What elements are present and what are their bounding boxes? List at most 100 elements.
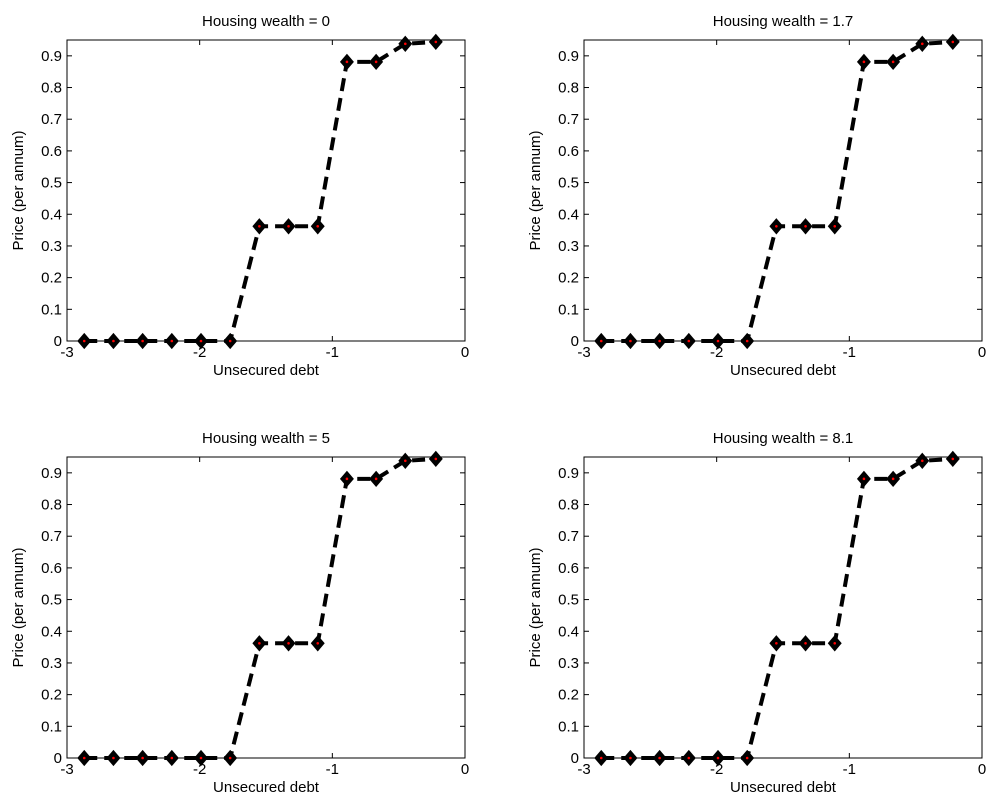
point-center <box>891 60 895 64</box>
point-center <box>228 756 232 760</box>
y-tick-label: 0.2 <box>41 687 62 704</box>
point-center <box>199 339 203 343</box>
y-axis-label: Price (per annum) <box>10 547 27 667</box>
point-center <box>687 756 691 760</box>
point-center <box>804 225 807 228</box>
x-tick-label: -2 <box>710 761 723 778</box>
x-tick-label: -1 <box>843 344 856 361</box>
y-tick-label: 0.4 <box>41 206 62 223</box>
x-axis-label: Unsecured debt <box>213 362 320 379</box>
x-tick-label: -2 <box>193 344 206 361</box>
y-tick-label: 0 <box>54 333 62 350</box>
y-tick-label: 0.7 <box>41 528 62 545</box>
point-center <box>745 756 749 760</box>
x-tick-label: -2 <box>193 761 206 778</box>
point-center <box>434 40 438 44</box>
axes-box <box>66 39 466 342</box>
y-tick-label: 0.9 <box>558 465 579 482</box>
point-center <box>658 756 661 760</box>
y-tick-label: 0.1 <box>41 301 62 318</box>
point-center <box>658 339 661 343</box>
point-center <box>599 756 603 760</box>
y-tick-label: 0.1 <box>558 718 579 735</box>
y-axis-label: Price (per annum) <box>527 547 544 667</box>
y-tick-label: 0.8 <box>41 80 62 97</box>
point-center <box>404 459 407 463</box>
point-center <box>258 225 261 228</box>
y-tick-label: 0.8 <box>41 497 62 514</box>
point-center <box>112 339 115 343</box>
subplot-title: Housing wealth = 8.1 <box>713 430 854 447</box>
point-center <box>345 477 349 481</box>
y-tick-label: 0.4 <box>558 206 579 223</box>
point-center <box>687 339 691 343</box>
axes-box <box>583 456 983 759</box>
point-center <box>921 459 924 463</box>
y-tick-label: 0.2 <box>41 270 62 287</box>
subplot: Housing wealth = 1.7 Unsecured debt Price … <box>527 13 986 379</box>
y-tick-label: 0.7 <box>41 111 62 128</box>
x-tick-label: 0 <box>978 761 986 778</box>
y-tick-label: 0.5 <box>41 592 62 609</box>
x-tick-label: 0 <box>978 344 986 361</box>
y-tick-label: 0.4 <box>41 623 62 640</box>
point-center <box>833 225 837 228</box>
y-tick-label: 0.5 <box>558 592 579 609</box>
point-center <box>951 457 955 461</box>
y-tick-label: 0.8 <box>558 80 579 97</box>
point-center <box>170 756 174 760</box>
y-tick-label: 0.9 <box>558 48 579 65</box>
y-tick-label: 0.3 <box>41 238 62 255</box>
point-center <box>951 40 955 44</box>
y-tick-label: 0 <box>571 333 579 350</box>
y-tick-label: 0.2 <box>558 687 579 704</box>
x-tick-label: 0 <box>461 761 469 778</box>
y-tick-label: 0.3 <box>41 655 62 672</box>
axes-box <box>66 456 466 759</box>
x-tick-label: -2 <box>710 344 723 361</box>
x-tick-label: -3 <box>577 344 590 361</box>
point-center <box>862 60 866 64</box>
point-center <box>599 339 603 343</box>
subplot-title: Housing wealth = 1.7 <box>713 13 854 30</box>
point-center <box>287 642 290 645</box>
y-tick-label: 0.9 <box>41 465 62 482</box>
subplot: Housing wealth = 8.1 Unsecured debt Price … <box>527 430 986 796</box>
point-center <box>258 642 261 645</box>
point-center <box>434 457 438 461</box>
y-tick-label: 0 <box>571 750 579 767</box>
point-center <box>775 642 778 645</box>
point-center <box>862 477 866 481</box>
point-center <box>891 477 895 481</box>
y-tick-label: 0.4 <box>558 623 579 640</box>
x-tick-label: -1 <box>326 344 339 361</box>
point-center <box>921 42 924 46</box>
y-tick-label: 0.5 <box>558 175 579 192</box>
point-center <box>629 756 632 760</box>
point-center <box>82 756 86 760</box>
point-center <box>316 642 320 645</box>
y-tick-label: 0.1 <box>558 301 579 318</box>
y-tick-label: 0.2 <box>558 270 579 287</box>
subplot-title: Housing wealth = 5 <box>202 430 330 447</box>
x-tick-label: 0 <box>461 344 469 361</box>
y-tick-label: 0.1 <box>41 718 62 735</box>
point-center <box>82 339 86 343</box>
point-center <box>374 60 378 64</box>
y-tick-label: 0.6 <box>41 143 62 160</box>
point-center <box>716 756 720 760</box>
y-tick-label: 0.6 <box>558 560 579 577</box>
point-center <box>141 756 144 760</box>
point-center <box>170 339 174 343</box>
point-center <box>716 339 720 343</box>
x-tick-label: -3 <box>577 761 590 778</box>
x-axis-label: Unsecured debt <box>730 362 837 379</box>
x-tick-label: -1 <box>326 761 339 778</box>
y-tick-label: 0.9 <box>41 48 62 65</box>
subplot: Housing wealth = 0 Unsecured debt Price (p… <box>10 13 469 379</box>
point-center <box>316 225 320 228</box>
subplot: Housing wealth = 5 Unsecured debt Price (p… <box>10 430 469 796</box>
y-tick-label: 0.7 <box>558 528 579 545</box>
point-center <box>404 42 407 46</box>
